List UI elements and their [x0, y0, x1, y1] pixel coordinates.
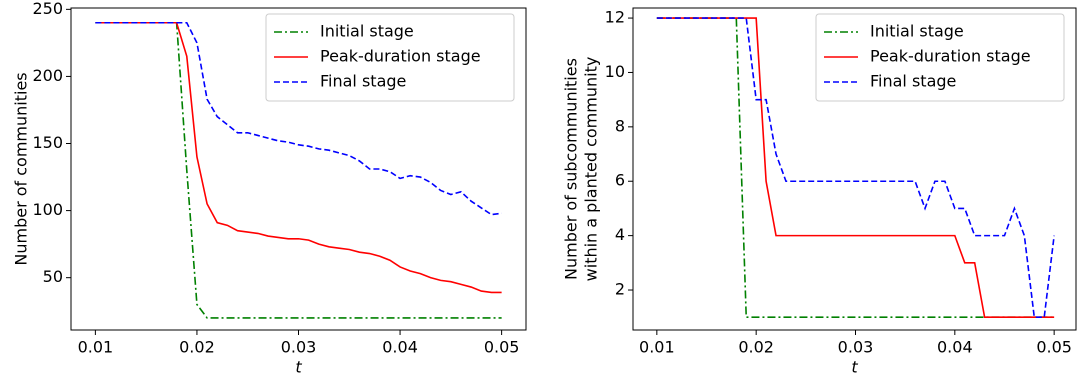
data-line — [656, 17, 1055, 319]
y-tick-label: 6 — [615, 171, 625, 190]
legend-box — [815, 13, 1065, 102]
x-axis-label: t — [295, 358, 302, 377]
x-axis-label: t — [851, 358, 858, 377]
x-tick-label: 0.02 — [738, 338, 774, 357]
x-tick-label: 0.01 — [639, 338, 675, 357]
data-line — [95, 21, 502, 216]
y-tick-label: 200 — [32, 66, 63, 85]
y-tick-label: 4 — [615, 225, 625, 244]
legend-label: Peak-duration stage — [320, 47, 481, 66]
x-tick-label: 0.05 — [484, 338, 520, 357]
x-tick-label: 0.05 — [1036, 338, 1072, 357]
legend-label: Initial stage — [320, 22, 414, 41]
legend-box — [265, 13, 515, 102]
y-tick-label: 8 — [615, 116, 625, 135]
legend-label: Final stage — [870, 72, 956, 91]
legend-label: Initial stage — [870, 22, 964, 41]
data-line — [95, 21, 502, 319]
x-tick-label: 0.02 — [179, 338, 215, 357]
panel: 0.01 0.02 0.03 0.04 0.05 50 100 150 200 250 t Numbe… — [12, 0, 527, 377]
data-line — [656, 17, 1055, 319]
axes-frame — [70, 7, 527, 331]
y-tick-label: 100 — [32, 200, 63, 219]
x-tick-label: 0.03 — [281, 338, 317, 357]
y-tick-label: 150 — [32, 133, 63, 152]
panel: 0.01 0.02 0.03 0.04 0.05 2 4 6 8 10 12 t Number of s… — [562, 7, 1077, 377]
x-tick-label: 0.03 — [838, 338, 874, 357]
y-tick-label: 250 — [32, 0, 63, 18]
y-tick-label: 2 — [615, 280, 625, 299]
x-tick-label: 0.01 — [78, 338, 114, 357]
legend-label: Peak-duration stage — [870, 47, 1031, 66]
data-line — [95, 21, 502, 294]
y-tick-label: 50 — [43, 267, 63, 286]
y-tick-label: 12 — [605, 8, 625, 27]
y-axis-label: Number of subcommunities — [562, 58, 581, 280]
y-tick-label: 10 — [605, 62, 625, 81]
legend-label: Final stage — [320, 72, 406, 91]
axes-frame — [632, 7, 1077, 331]
x-tick-label: 0.04 — [382, 338, 418, 357]
y-axis-label: Number of communities — [12, 72, 31, 265]
y-axis-label: within a planted community — [582, 57, 601, 282]
x-tick-label: 0.04 — [937, 338, 973, 357]
